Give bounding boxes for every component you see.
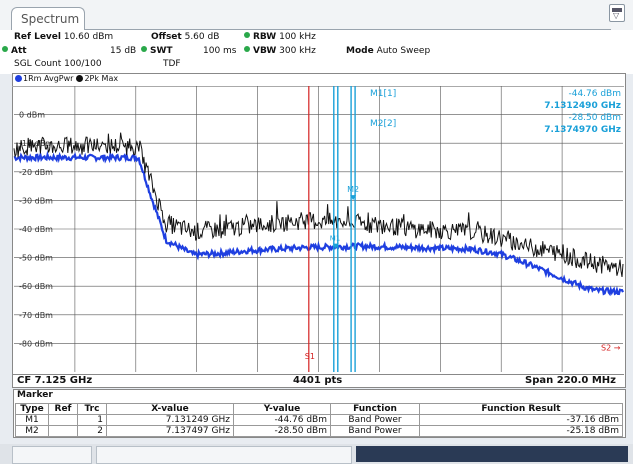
y-tick-label: 0 dBm [19,111,45,120]
marker-table-panel: Marker Type Ref Trc X-value Y-value Func… [13,389,626,438]
sgl-count: SGL Count 100/100 [14,59,102,69]
tab-spectrum-label: Spectrum [21,12,80,26]
sweep-points: 4401 pts [293,375,343,386]
m2-readout-value: -28.50 dBm [568,113,621,123]
att[interactable]: Att [2,46,27,56]
trace2-dot-icon [76,75,84,82]
y-tick-label: -30 dBm [19,196,53,205]
y-tick-label: -20 dBm [19,168,53,177]
m2-function: Band Power [330,425,420,437]
s1-label: S1 [305,352,315,361]
trace1-dot-icon [15,75,22,82]
m2-type: M2 [15,425,49,437]
trace-legend: 1Rm AvgPwr 2Pk Max [12,74,624,87]
m2-ref [48,425,78,437]
marker-table-title: Marker [17,390,53,400]
ref-level-label: Ref Level [14,32,61,42]
rbw[interactable]: RBW 100 kHz [244,32,316,42]
swt-label: SWT [150,46,173,56]
vbw-label: VBW [253,46,277,56]
att-label: Att [11,46,27,56]
menu-icon[interactable] [609,4,625,22]
col-x-value: X-value [106,403,234,415]
status-box-center [96,446,352,464]
trace-1-line [13,150,624,297]
offset-value: 5.60 dB [184,32,220,42]
m1-trc: 1 [77,414,107,426]
plot-footer: CF 7.125 GHz 4401 pts Span 220.0 MHz [13,374,624,387]
m1-function-result: -37.16 dBm [419,414,623,426]
m1-plot-label: M1 [330,235,341,243]
m2-marker-triangle [350,195,357,201]
trace-2-line [13,132,624,277]
m2-y-value: -28.50 dBm [233,425,331,437]
rbw-label: RBW [253,32,277,42]
m1-readout-label: M1[1] [370,89,396,99]
vbw-coupled-icon [244,46,250,52]
m2-function-result: -25.18 dBm [419,425,623,437]
center-frequency: CF 7.125 GHz [17,375,93,386]
plot-frame [12,73,626,388]
status-progress-area [356,446,628,462]
mode-value: Auto Sweep [376,46,431,56]
swt[interactable]: SWT [141,46,173,56]
m2-x-value: 7.137497 GHz [106,425,234,437]
col-y-value: Y-value [233,403,331,415]
col-function: Function [330,403,420,415]
span: Span 220.0 MHz [525,375,616,386]
m2-readout-label: M2[2] [370,119,396,129]
vbw[interactable]: VBW 300 kHz [244,46,316,56]
m1-y-value: -44.76 dBm [233,414,331,426]
col-type: Type [15,403,49,415]
y-tick-label: -40 dBm [19,225,53,234]
att-coupled-icon [2,46,8,52]
offset[interactable]: Offset 5.60 dB [151,32,219,42]
table-row[interactable]: M2 2 7.137497 GHz -28.50 dBm Band Power … [15,425,623,437]
status-bar [0,444,633,464]
rbw-value: 100 kHz [279,32,316,42]
col-trc: Trc [77,403,107,415]
m1-type: M1 [15,414,49,426]
marker-table: Type Ref Trc X-value Y-value Function Fu… [15,403,623,437]
rbw-coupled-icon [244,32,250,38]
y-tick-label: -10 dBm [19,139,53,148]
tab-divider [84,29,611,30]
y-tick-label: -80 dBm [19,339,53,348]
col-ref: Ref [48,403,78,415]
m1-readout-value: -44.76 dBm [568,89,621,99]
m1-ref [48,414,78,426]
m2-readout-freq: 7.1374970 GHz [544,125,621,135]
mode-label: Mode [346,46,374,56]
y-tick-label: -60 dBm [19,282,53,291]
offset-label: Offset [151,32,182,42]
table-row[interactable]: M1 1 7.131249 GHz -44.76 dBm Band Power … [15,414,623,426]
status-box-left [12,446,92,464]
m1-x-value: 7.131249 GHz [106,414,234,426]
m1-readout-freq: 7.1312490 GHz [544,101,621,111]
swt-value: 100 ms [203,46,237,56]
trace1-label[interactable]: 1Rm AvgPwr [23,74,74,83]
m1-function: Band Power [330,414,420,426]
settings-panel: Ref Level 10.60 dBm Offset 5.60 dB RBW 1… [0,30,633,74]
m1-marker-triangle [332,243,339,249]
y-tick-label: -70 dBm [19,311,53,320]
y-tick-label: -50 dBm [19,254,53,263]
mode[interactable]: Mode Auto Sweep [346,46,430,56]
m2-plot-label: M2 [347,185,359,194]
tab-bar: Spectrum [0,0,633,30]
col-function-result: Function Result [419,403,623,415]
tdf: TDF [163,59,181,69]
m2-trc: 2 [77,425,107,437]
ref-level[interactable]: Ref Level 10.60 dBm [14,32,113,42]
ref-level-value: 10.60 dBm [63,32,114,42]
tab-spectrum[interactable]: Spectrum [11,7,85,30]
vbw-value: 300 kHz [279,46,316,56]
swt-coupled-icon [141,46,147,52]
trace2-label[interactable]: 2Pk Max [84,74,119,83]
att-value: 15 dB [110,46,137,56]
s2-label: S2 → [601,343,621,352]
